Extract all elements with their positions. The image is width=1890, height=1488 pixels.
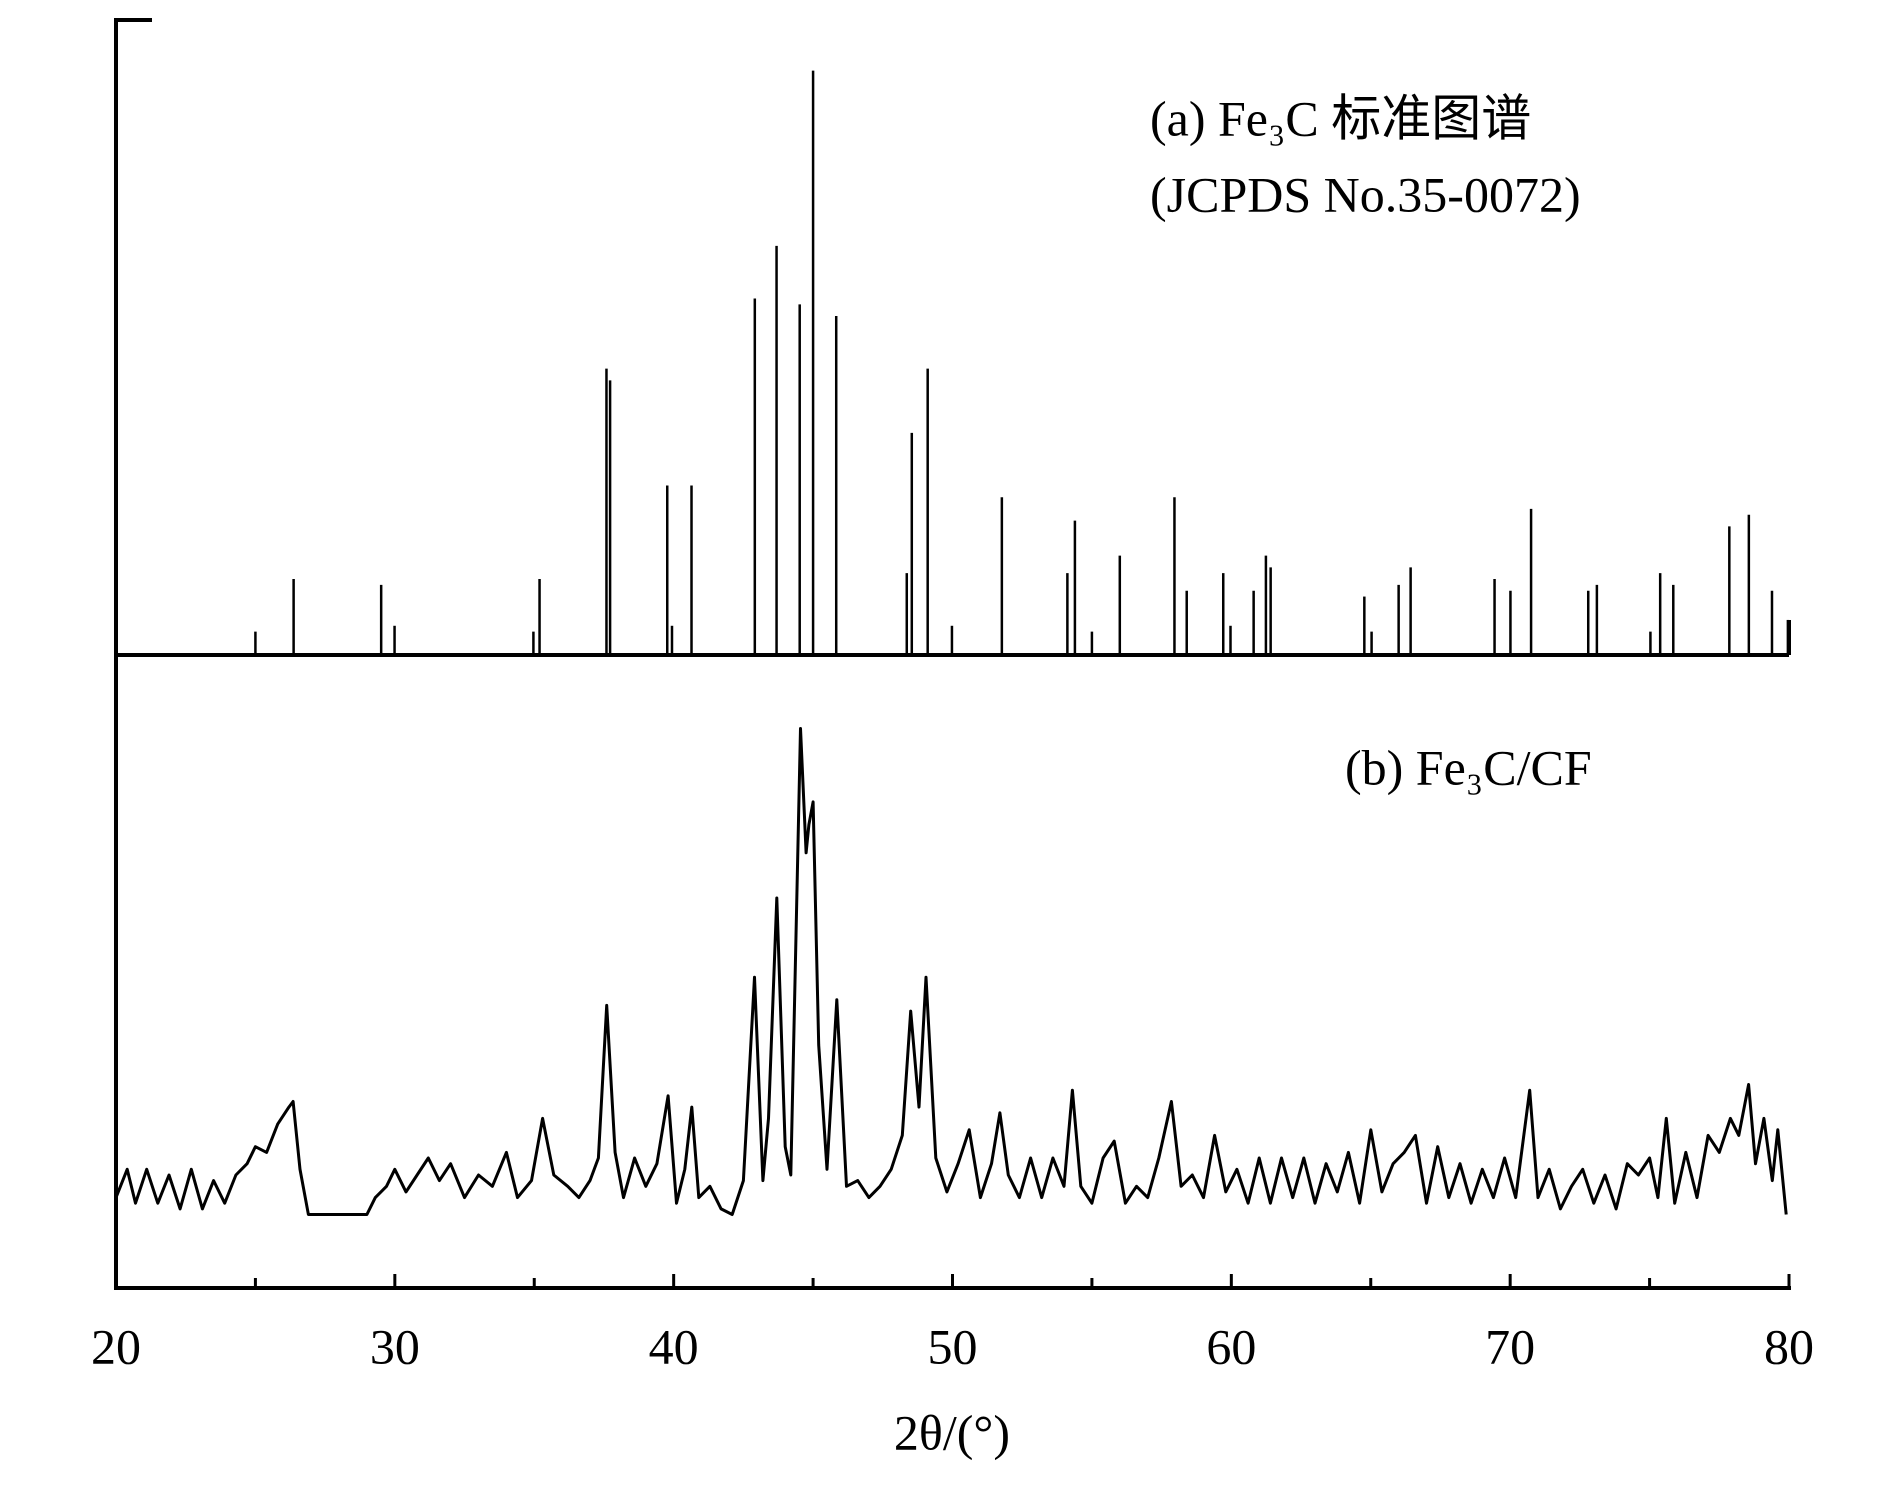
x-tick-label: 50 bbox=[928, 1318, 978, 1374]
annotation: (b) Fe₃C/CF bbox=[1345, 739, 1592, 795]
x-tick-label: 20 bbox=[91, 1318, 141, 1374]
annotation: (JCPDS No.35-0072) bbox=[1150, 166, 1581, 222]
x-tick-label: 60 bbox=[1206, 1318, 1256, 1374]
x-axis-label: 2θ/(°) bbox=[894, 1404, 1010, 1460]
x-tick-label: 40 bbox=[649, 1318, 699, 1374]
x-tick-label: 80 bbox=[1764, 1318, 1814, 1374]
x-tick-label: 30 bbox=[370, 1318, 420, 1374]
x-tick-label: 70 bbox=[1485, 1318, 1535, 1374]
xrd-line bbox=[114, 727, 1788, 1216]
annotation: (a) Fe₃C 标准图谱 bbox=[1150, 90, 1531, 146]
